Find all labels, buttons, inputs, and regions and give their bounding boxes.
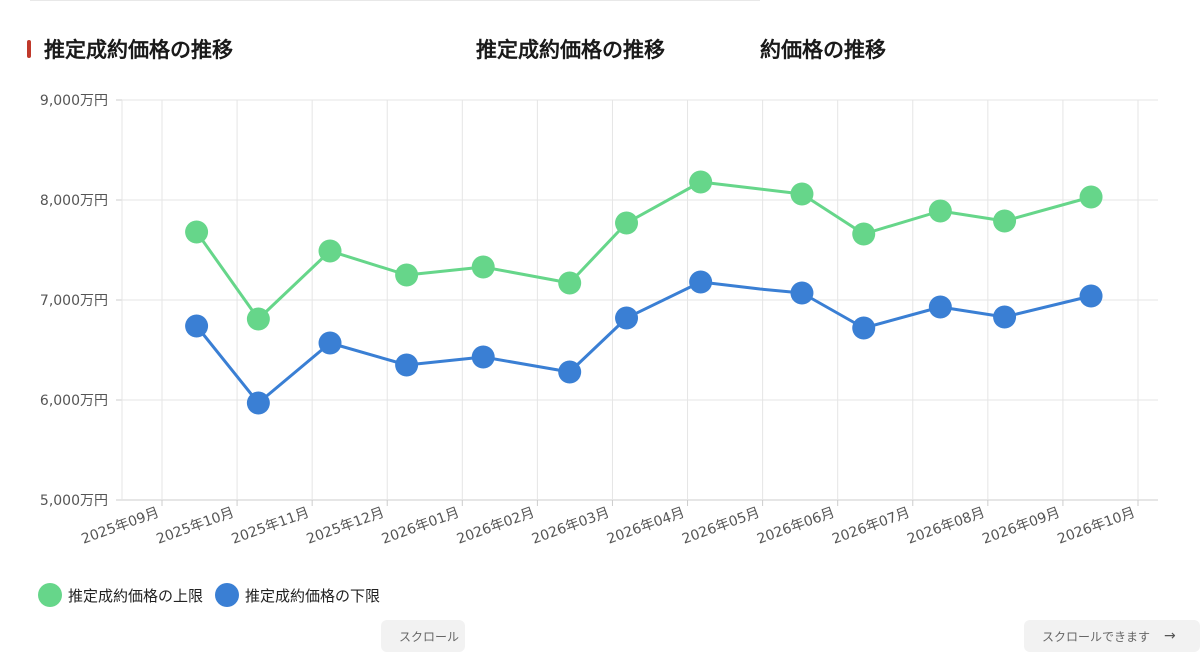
legend-swatch-upper (38, 583, 62, 607)
lower-data-point (558, 360, 582, 384)
x-tick-label: 2026年04月 (605, 505, 687, 548)
upper-data-point (1079, 185, 1103, 209)
y-tick-label: 7,000万円 (40, 293, 108, 309)
lower-data-point (185, 314, 209, 338)
lower-data-point (852, 316, 876, 340)
x-tick-label: 2026年06月 (755, 505, 837, 548)
upper-data-point (318, 239, 342, 263)
upper-data-point (395, 263, 419, 287)
scroll-hint-label: スクロールできます (1042, 629, 1151, 644)
lower-data-point (1079, 284, 1103, 308)
lower-series-line (195, 280, 1092, 405)
scroll-hint-partial[interactable]: スクロール (381, 620, 465, 652)
lower-data-point (993, 305, 1017, 329)
lower-data-point (689, 270, 713, 294)
title-accent-bar (27, 40, 31, 58)
upper-data-point (790, 182, 814, 206)
legend-label-upper: 推定成約価格の上限 (68, 586, 204, 605)
scroll-hint-button[interactable]: スクロールできます → (1024, 620, 1200, 652)
legend-item-upper: 推定成約価格の上限 (38, 583, 203, 607)
upper-data-point (246, 307, 270, 331)
legend: 推定成約価格の上限 推定成約価格の下限 (38, 582, 380, 608)
upper-data-point (185, 220, 209, 244)
lower-data-point (471, 345, 495, 369)
x-tick-label: 2026年02月 (455, 505, 537, 548)
y-tick-label: 9,000万円 (40, 93, 108, 109)
lower-data-point (790, 281, 814, 305)
upper-series-line (195, 180, 1092, 321)
lower-data-point (928, 295, 952, 319)
lower-data-point (615, 306, 639, 330)
upper-data-point (615, 211, 639, 235)
x-tick-label: 2026年03月 (530, 505, 612, 548)
upper-data-point (471, 255, 495, 279)
x-tick-label: 2026年10月 (1055, 505, 1137, 548)
x-tick-label: 2026年05月 (680, 505, 762, 548)
x-tick-label: 2025年12月 (305, 505, 387, 548)
y-tick-label: 6,000万円 (40, 393, 108, 409)
line-chart: 5,000万円 6,000万円 7,000万円 8,000万円 9,000万円 2025年… (40, 93, 1158, 548)
x-tick-label: 2025年09月 (79, 505, 161, 548)
lower-data-point (318, 331, 342, 355)
lower-data-point (246, 391, 270, 415)
legend-item-lower: 推定成約価格の下限 (215, 583, 380, 607)
x-tick-label: 2026年09月 (980, 505, 1062, 548)
x-tick-label: 2026年08月 (905, 505, 987, 548)
y-tick-label: 8,000万円 (40, 193, 108, 209)
x-tick-label: 2025年11月 (230, 505, 312, 548)
upper-data-point (993, 209, 1017, 233)
upper-data-point (928, 199, 952, 223)
upper-data-point (689, 170, 713, 194)
x-tick-label: 2025年10月 (154, 505, 236, 548)
y-tick-label: 5,000万円 (40, 493, 108, 509)
upper-data-point (558, 271, 582, 295)
legend-swatch-lower (215, 583, 240, 607)
x-tick-label: 2026年01月 (380, 505, 462, 548)
legend-label-lower: 推定成約価格の下限 (245, 586, 381, 605)
scroll-hint-partial-label: スクロール (399, 629, 460, 644)
chart-title: 推定成約価格の推移 (44, 38, 233, 62)
chart-title-clipped: 推定成約価格の推移 (760, 38, 886, 62)
lower-data-point (395, 353, 419, 377)
upper-data-point (852, 222, 876, 246)
chart-title-duplicate: 推定成約価格の推移 (476, 38, 665, 62)
top-divider (30, 0, 760, 1)
arrow-right-icon: → (1164, 628, 1176, 644)
x-tick-label: 2026年07月 (830, 505, 912, 548)
